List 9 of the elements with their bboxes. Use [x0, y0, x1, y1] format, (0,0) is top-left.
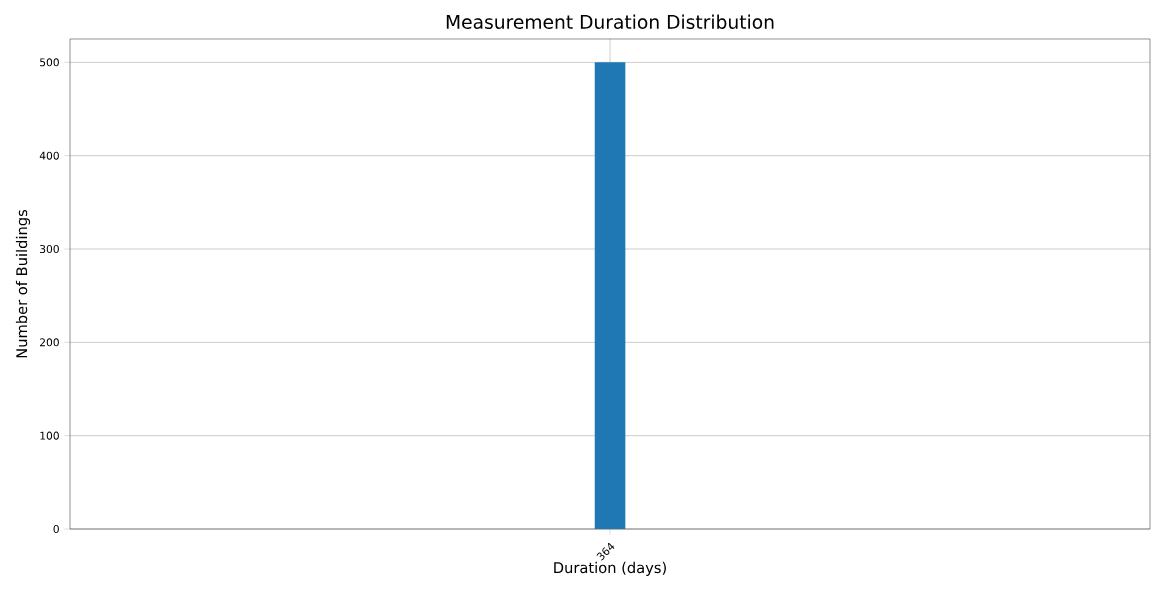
- y-tick-label: 300: [40, 244, 59, 254]
- y-axis-title: Number of Buildings: [15, 209, 31, 358]
- y-tick-label: 0: [53, 524, 59, 534]
- y-tick-label: 200: [40, 338, 59, 347]
- y-tick-label: 400: [39, 151, 59, 160]
- x-axis-title: Duration (days): [554, 561, 666, 576]
- chart-title: Measurement Duration Distribution: [446, 14, 774, 29]
- y-tick-label: 100: [40, 431, 59, 440]
- y-tick-label: 500: [40, 58, 59, 67]
